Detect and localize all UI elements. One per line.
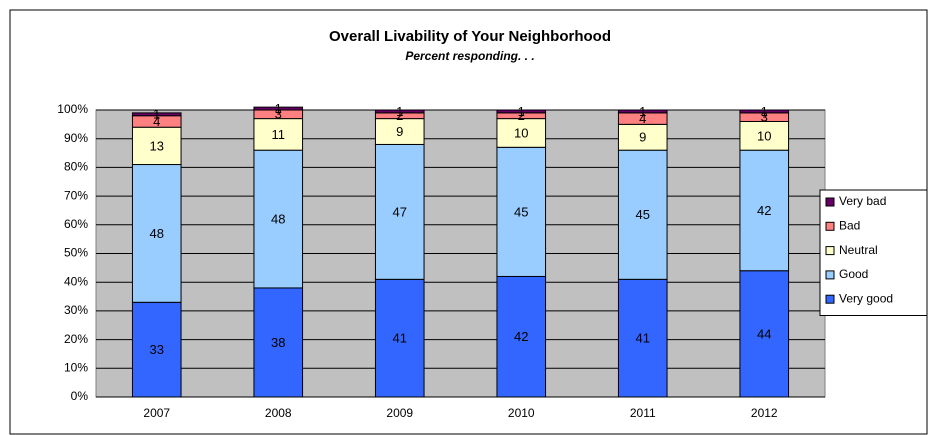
bar-segment — [617, 149, 668, 280]
data-label: 1 — [153, 107, 160, 122]
x-tick-label: 2007 — [143, 406, 170, 420]
bar-segment — [739, 149, 790, 272]
data-label: 4 — [153, 114, 160, 129]
x-tick-label: 2008 — [265, 406, 292, 420]
data-label: 4 — [639, 111, 646, 126]
legend-swatch — [825, 270, 835, 280]
data-label: 42 — [757, 203, 771, 218]
bar-segment — [131, 126, 182, 166]
bar-segment — [617, 123, 668, 151]
data-label: 41 — [636, 331, 650, 346]
bar-segment — [496, 109, 547, 114]
chart-subtitle: Percent responding. . . — [405, 49, 534, 63]
data-label: 3 — [761, 110, 768, 125]
bar-segment — [253, 118, 304, 151]
data-label: 33 — [150, 342, 164, 357]
bar-segment — [496, 146, 547, 277]
data-label: 38 — [271, 335, 285, 350]
data-label: 45 — [636, 207, 650, 222]
legend-label: Neutral — [839, 243, 878, 257]
bar-segment — [617, 109, 668, 114]
data-label: 1 — [518, 104, 525, 119]
data-label: 44 — [757, 326, 771, 341]
data-label: 2 — [518, 108, 525, 123]
legend-swatch — [825, 221, 835, 231]
bar-segment — [253, 106, 304, 111]
chart-title: Overall Livability of Your Neighborhood — [329, 28, 611, 45]
legend-label: Very bad — [839, 194, 886, 208]
data-label: 3 — [275, 107, 282, 122]
data-label: 2 — [396, 108, 403, 123]
data-label: 10 — [514, 125, 528, 140]
y-tick-label: 50% — [64, 246, 88, 260]
data-label: 1 — [275, 101, 282, 116]
x-tick-label: 2010 — [508, 406, 535, 420]
bar-segment — [253, 149, 304, 289]
legend-swatch — [825, 246, 835, 256]
data-label: 13 — [150, 138, 164, 153]
data-label: 41 — [393, 331, 407, 346]
legend-label: Good — [839, 267, 868, 281]
y-tick-label: 10% — [64, 360, 88, 374]
y-tick-label: 30% — [64, 303, 88, 317]
y-tick-label: 90% — [64, 131, 88, 145]
y-tick-label: 0% — [71, 389, 89, 403]
data-label: 11 — [272, 127, 286, 142]
bar-segment — [253, 287, 304, 398]
y-tick-label: 80% — [64, 160, 88, 174]
bar-segment — [496, 118, 547, 148]
bar-segment — [131, 112, 182, 117]
data-label: 47 — [393, 204, 407, 219]
data-label: 42 — [514, 329, 528, 344]
bar-segment — [374, 118, 425, 145]
y-tick-label: 70% — [64, 188, 88, 202]
x-tick-label: 2011 — [630, 406, 656, 420]
data-label: 48 — [150, 226, 164, 241]
bar-segment — [374, 278, 425, 398]
x-tick-label: 2009 — [386, 406, 413, 420]
y-tick-label: 40% — [64, 274, 88, 288]
x-tick-label: 2012 — [751, 406, 778, 420]
legend-label: Bad — [839, 218, 860, 232]
data-label: 48 — [271, 211, 285, 226]
data-label: 1 — [639, 104, 646, 119]
data-label: 10 — [757, 128, 771, 143]
bar-segment — [374, 143, 425, 280]
bar-segment — [739, 109, 790, 114]
bar-segment — [617, 278, 668, 398]
data-label: 1 — [761, 104, 768, 119]
legend-box — [819, 189, 928, 316]
data-label: 9 — [396, 124, 403, 139]
y-tick-label: 100% — [57, 102, 88, 116]
legend-label: Very good — [839, 291, 893, 305]
data-label: 9 — [639, 130, 646, 145]
y-tick-label: 60% — [64, 217, 88, 231]
bar-segment — [739, 270, 790, 398]
legend-swatch — [825, 294, 835, 304]
y-tick-label: 20% — [64, 332, 88, 346]
data-label: 1 — [396, 104, 403, 119]
data-label: 45 — [514, 204, 528, 219]
bar-segment — [739, 120, 790, 151]
legend-swatch — [825, 197, 835, 207]
bar-segment — [374, 109, 425, 114]
